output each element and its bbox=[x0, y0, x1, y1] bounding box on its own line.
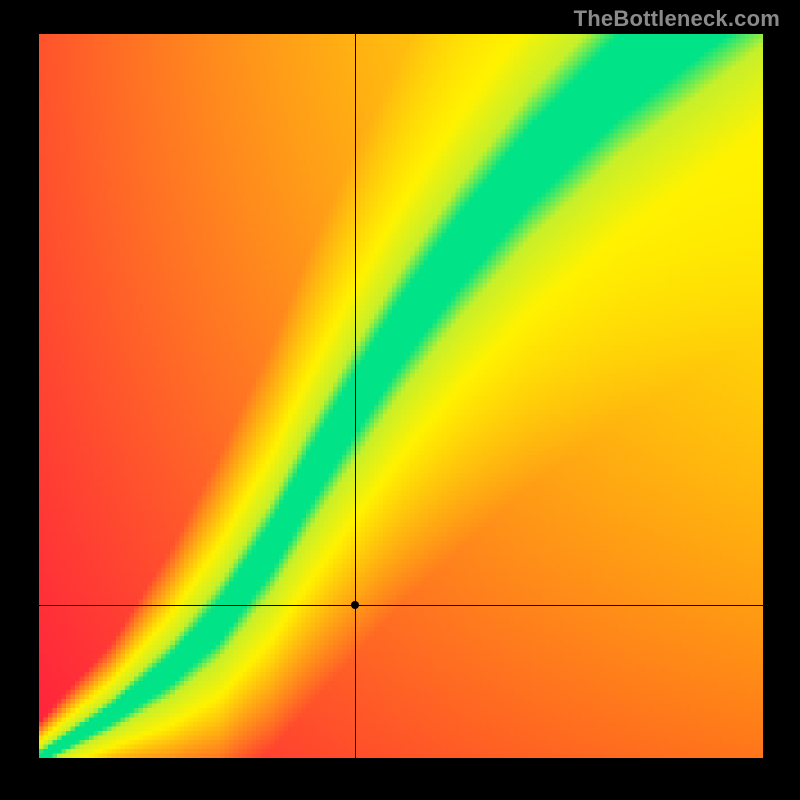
heatmap-plot bbox=[39, 34, 763, 758]
heatmap-canvas bbox=[39, 34, 763, 758]
crosshair-vertical bbox=[355, 34, 356, 758]
crosshair-point bbox=[351, 601, 359, 609]
watermark-text: TheBottleneck.com bbox=[574, 6, 780, 32]
chart-frame: TheBottleneck.com bbox=[0, 0, 800, 800]
crosshair-horizontal bbox=[39, 605, 763, 606]
